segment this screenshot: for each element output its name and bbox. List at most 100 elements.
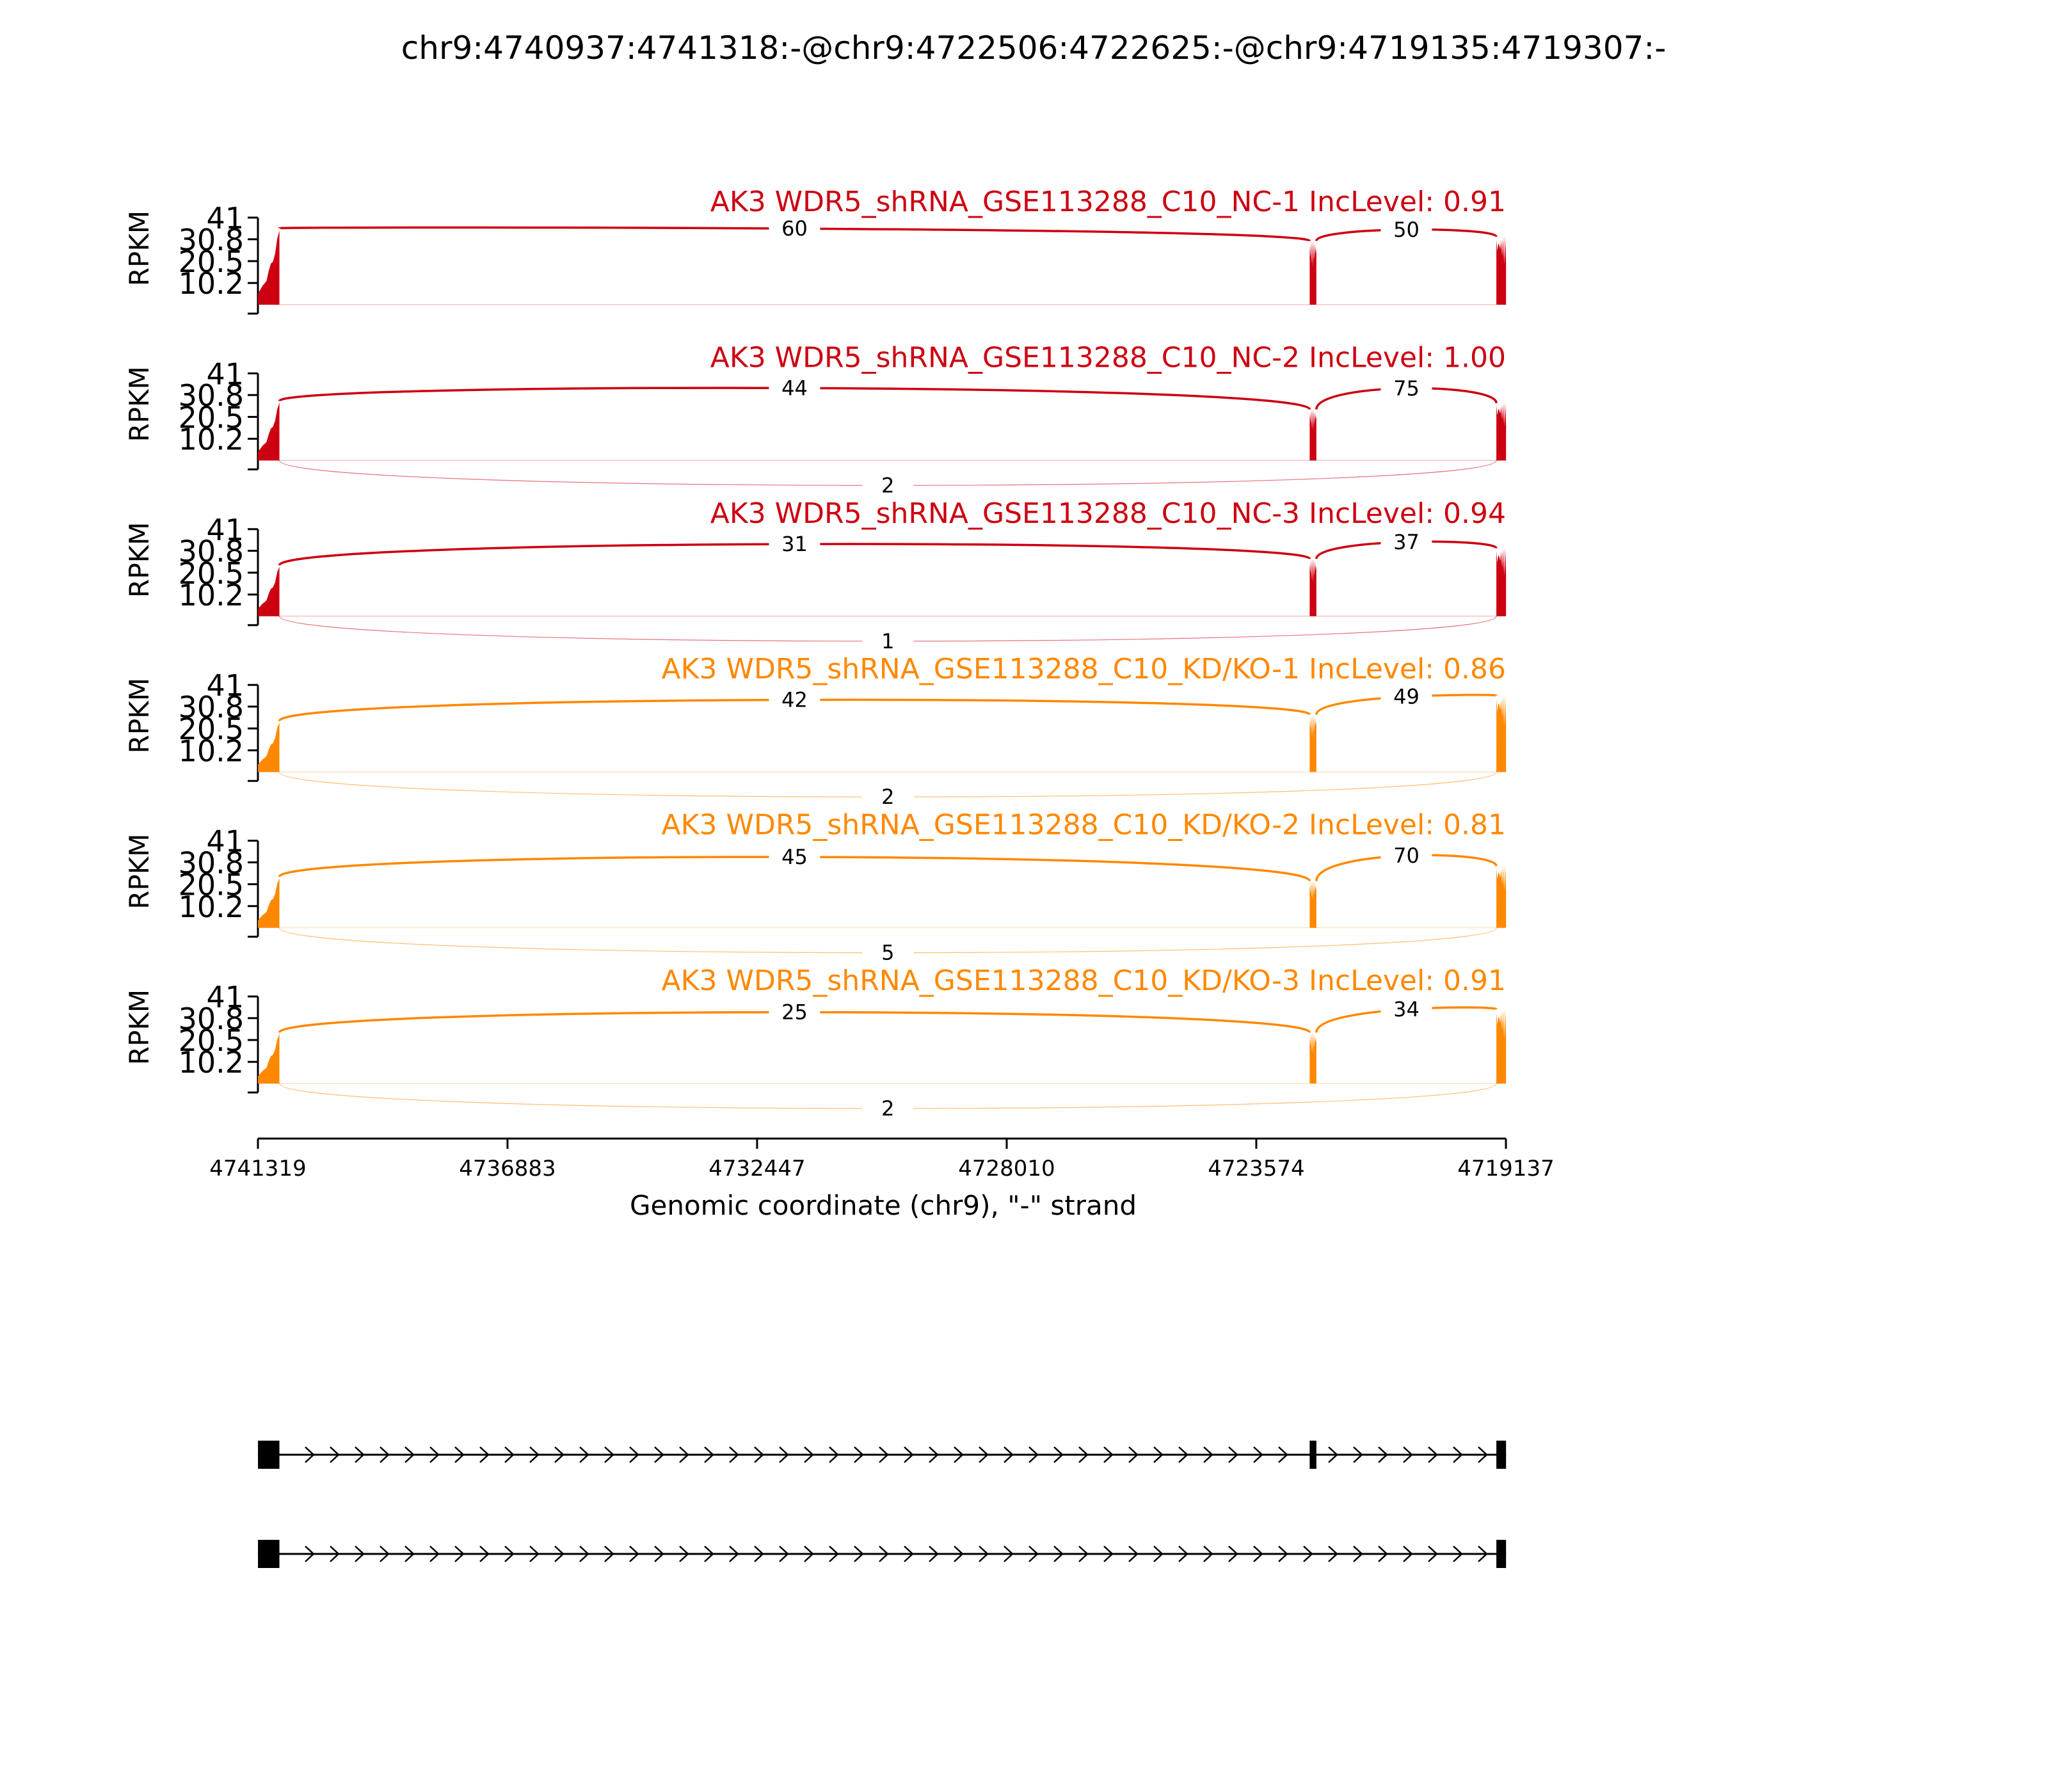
strand-chevron	[629, 1446, 639, 1463]
coverage-exon-2	[1309, 1032, 1316, 1084]
strand-chevron	[380, 1546, 390, 1562]
strand-chevron	[330, 1546, 340, 1562]
strand-chevron	[1428, 1546, 1438, 1562]
strand-chevron	[704, 1546, 714, 1562]
junction-count: 49	[1393, 685, 1420, 709]
isoform-2	[258, 1540, 1507, 1568]
strand-chevron	[879, 1446, 889, 1463]
strand-chevron	[754, 1546, 764, 1562]
y-tick-label: 41	[206, 980, 244, 1014]
strand-chevron	[754, 1446, 764, 1463]
strand-chevron	[1103, 1446, 1114, 1463]
strand-chevron	[1253, 1546, 1263, 1562]
strand-chevron	[729, 1546, 739, 1562]
junction-label-bg	[1380, 684, 1432, 710]
y-tick-label: 30.8	[179, 845, 244, 880]
strand-chevron	[1328, 1546, 1338, 1562]
strand-chevron	[579, 1546, 589, 1562]
strand-chevron	[1053, 1546, 1064, 1562]
coverage-exon-3	[1496, 403, 1507, 461]
track-label: AK3 WDR5_shRNA_GSE113288_C10_NC-1 IncLev…	[710, 186, 1506, 218]
strand-chevron	[1128, 1446, 1139, 1463]
junction-count: 50	[1393, 218, 1420, 242]
strand-chevron	[1403, 1546, 1413, 1562]
strand-chevron	[529, 1546, 540, 1562]
strand-chevron	[904, 1446, 914, 1463]
coverage-exon-2	[1309, 241, 1316, 305]
strand-chevron	[1353, 1446, 1363, 1463]
coverage-exon-3	[1496, 236, 1507, 305]
junction-count: 45	[781, 845, 808, 869]
junction-label-bg	[769, 687, 820, 713]
y-tick-label: 10.2	[179, 733, 244, 768]
junction-label-bg	[1380, 375, 1432, 401]
y-tick-label: 20.5	[179, 868, 244, 902]
y-tick-label: 20.5	[179, 556, 244, 591]
junction-label-bg	[1380, 216, 1432, 243]
y-tick-label: 10.2	[179, 578, 244, 612]
strand-chevron	[1278, 1546, 1288, 1562]
strand-chevron	[1153, 1446, 1164, 1463]
x-tick-label: 4736883	[459, 1156, 556, 1181]
y-axis-label: RPKM	[124, 833, 155, 909]
y-tick-label: 41	[206, 668, 244, 703]
junction-label-bg	[1380, 842, 1432, 868]
junction-label-bg	[1380, 996, 1432, 1023]
y-tick-label: 20.5	[179, 712, 244, 746]
strand-chevron	[554, 1446, 564, 1463]
track-label: AK3 WDR5_shRNA_GSE113288_C10_NC-3 IncLev…	[710, 497, 1506, 530]
strand-chevron	[1478, 1446, 1488, 1463]
junction-label-bg	[862, 940, 914, 966]
junction-count: 70	[1393, 844, 1420, 868]
junction-count: 60	[781, 216, 808, 241]
isoform-exon	[1496, 1441, 1507, 1469]
coverage-exon-1	[258, 566, 280, 616]
x-tick-label: 4723574	[1208, 1156, 1304, 1181]
strand-chevron	[1228, 1546, 1238, 1562]
strand-chevron	[429, 1546, 440, 1562]
y-tick-label: 10.2	[179, 890, 244, 924]
strand-chevron	[1453, 1546, 1463, 1562]
strand-chevron	[854, 1446, 864, 1463]
junction-count: 44	[781, 376, 808, 400]
junction-label-bg	[769, 375, 820, 401]
strand-chevron	[954, 1546, 964, 1562]
isoform-exon	[258, 1441, 280, 1469]
strand-chevron	[479, 1446, 490, 1463]
junction-count: 2	[881, 785, 894, 809]
strand-chevron	[404, 1446, 415, 1463]
coverage-exon-1	[258, 230, 280, 305]
y-axis-label: RPKM	[124, 211, 155, 286]
strand-chevron	[1303, 1546, 1313, 1562]
strand-chevron	[729, 1446, 739, 1463]
y-tick-label: 41	[206, 356, 244, 391]
strand-chevron	[305, 1446, 315, 1463]
y-tick-label: 41	[206, 824, 244, 859]
junction-label-bg	[1380, 529, 1432, 555]
strand-chevron	[454, 1446, 465, 1463]
strand-chevron	[654, 1446, 664, 1463]
y-tick-label: 30.8	[179, 690, 244, 724]
coverage-exon-3	[1496, 695, 1507, 772]
strand-chevron	[804, 1546, 814, 1562]
strand-chevron	[1328, 1446, 1338, 1463]
junction-count: 75	[1393, 376, 1420, 401]
coverage-exon-3	[1496, 866, 1507, 928]
strand-chevron	[1278, 1446, 1288, 1463]
strand-chevron	[829, 1446, 839, 1463]
junction-count: 2	[881, 1096, 894, 1121]
x-tick-label: 4741319	[209, 1156, 306, 1181]
junction-label-bg	[769, 531, 820, 557]
coverage-exon-2	[1309, 881, 1316, 928]
isoform-exon	[258, 1540, 280, 1568]
strand-chevron	[779, 1446, 789, 1463]
strand-chevron	[1004, 1546, 1014, 1562]
strand-chevron	[679, 1446, 689, 1463]
strand-chevron	[454, 1546, 465, 1562]
